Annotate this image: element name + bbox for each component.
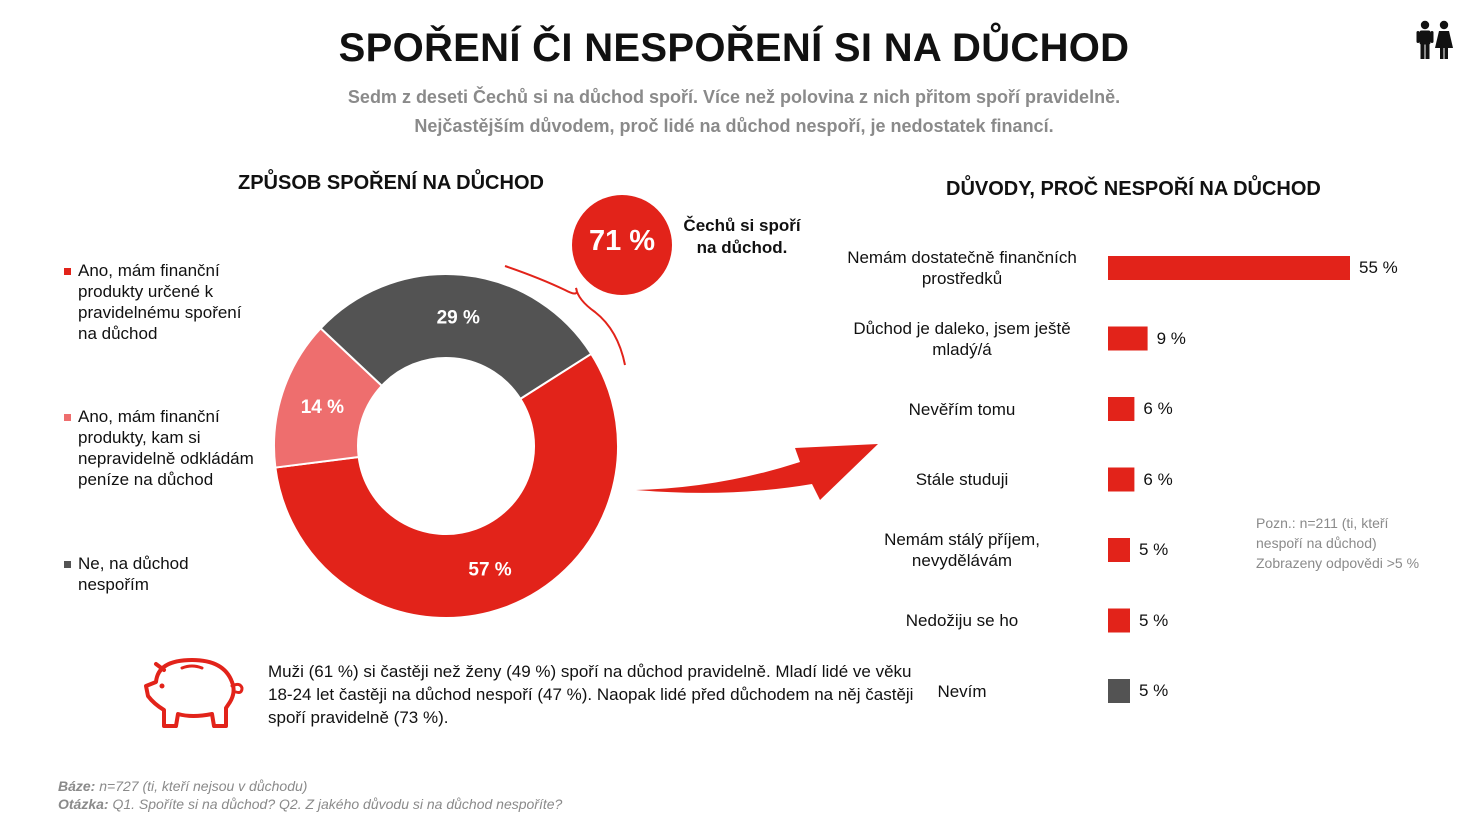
footer-question: Otázka: Q1. Spoříte si na důchod? Q2. Z …	[58, 795, 562, 813]
bar-value-label: 55 %	[1359, 258, 1398, 277]
legend-swatch	[64, 268, 71, 275]
people-icon	[1416, 20, 1453, 59]
legend-label: Ne, na důchod nespořím	[78, 554, 189, 594]
bar-category-label: Nedožiju se ho	[905, 611, 1019, 630]
page-title: SPOŘENÍ ČI NESPOŘENÍ SI NA DŮCHOD	[338, 26, 1130, 70]
bar	[1108, 608, 1130, 633]
arrow-icon	[636, 444, 878, 500]
footer-question-label: Otázka:	[58, 796, 109, 812]
donut-slice	[274, 352, 619, 620]
legend-item-regular: Ano, mám finanční produkty určené k prav…	[62, 260, 262, 344]
donut-slice-label: 57 %	[468, 559, 511, 580]
bar-category-label: Důchod je daleko, jsem ještě mladý/á	[853, 318, 1071, 359]
highlight-text-line-2: na důchod.	[696, 238, 788, 257]
legend-swatch	[64, 414, 71, 421]
bar	[1108, 679, 1130, 703]
bar-value-label: 6 %	[1143, 399, 1173, 418]
footer-question-text: Q1. Spoříte si na důchod? Q2. Z jakého d…	[108, 796, 563, 812]
footer: Báze: n=727 (ti, kteří nejsou v důchodu)…	[58, 777, 562, 813]
footer-base: Báze: n=727 (ti, kteří nejsou v důchodu)	[58, 777, 562, 795]
bar	[1108, 397, 1135, 421]
highlight-circle	[572, 195, 672, 295]
note-line-3: Zobrazeny odpovědi >5 %	[1256, 555, 1420, 571]
highlight-text: Čechů si spoří na důchod.	[672, 215, 812, 259]
legend-item-irregular: Ano, mám finanční produkty, kam si nepra…	[62, 406, 262, 490]
bar-chart-title: DŮVODY, PROČ NESPOŘÍ NA DŮCHOD	[946, 178, 1321, 200]
bar	[1108, 467, 1135, 492]
highlight-text-line-1: Čechů si spoří	[683, 216, 801, 235]
bar-category-label: Nemám dostatečně finančních prostředků	[847, 248, 1077, 288]
bar-value-label: 5 %	[1139, 540, 1169, 559]
note-line-2: nespoří na důchod)	[1256, 535, 1377, 551]
bar	[1108, 326, 1148, 351]
legend-label: Ano, mám finanční produkty, kam si nepra…	[78, 407, 254, 489]
bar-category-label: Nevím	[937, 681, 987, 701]
note-line-1: Pozn.: n=211 (ti, kteří	[1256, 515, 1389, 531]
legend-item-no: Ne, na důchod nespořím	[62, 553, 262, 595]
bar	[1108, 256, 1350, 280]
legend-swatch	[64, 561, 71, 568]
donut-slice-label: 14 %	[301, 397, 344, 418]
donut-chart-title: ZPŮSOB SPOŘENÍ NA DŮCHOD	[238, 172, 544, 194]
footer-base-label: Báze:	[58, 778, 96, 794]
bar	[1108, 538, 1130, 562]
bar-value-label: 9 %	[1156, 328, 1186, 348]
legend-label: Ano, mám finanční produkty určené k prav…	[78, 261, 242, 343]
bar-value-label: 6 %	[1143, 469, 1173, 489]
subtitle-line-1: Sedm z deseti Čechů si na důchod spoří. …	[347, 87, 1121, 107]
subtitle-line-2: Nejčastějším důvodem, proč lidé na důcho…	[414, 116, 1054, 136]
note: Pozn.: n=211 (ti, kteří nespoří na důcho…	[1256, 513, 1456, 573]
bar-value-label: 5 %	[1139, 681, 1169, 700]
bar-category-label: Stále studuji	[915, 470, 1009, 489]
donut-slice	[319, 273, 593, 401]
bar-category-label: Nemám stálý příjem, nevydělávám	[884, 530, 1040, 570]
bar-value-label: 5 %	[1139, 610, 1169, 630]
insight-text: Muži (61 %) si častěji než ženy (49 %) s…	[268, 662, 914, 727]
piggy-bank-icon	[144, 658, 244, 728]
bar-category-label: Nevěřím tomu	[908, 399, 1016, 419]
brace-icon	[504, 265, 626, 366]
footer-base-text: n=727 (ti, kteří nejsou v důchodu)	[95, 778, 308, 794]
donut-slice-label: 29 %	[437, 308, 480, 329]
highlight-value: 71 %	[588, 225, 656, 257]
